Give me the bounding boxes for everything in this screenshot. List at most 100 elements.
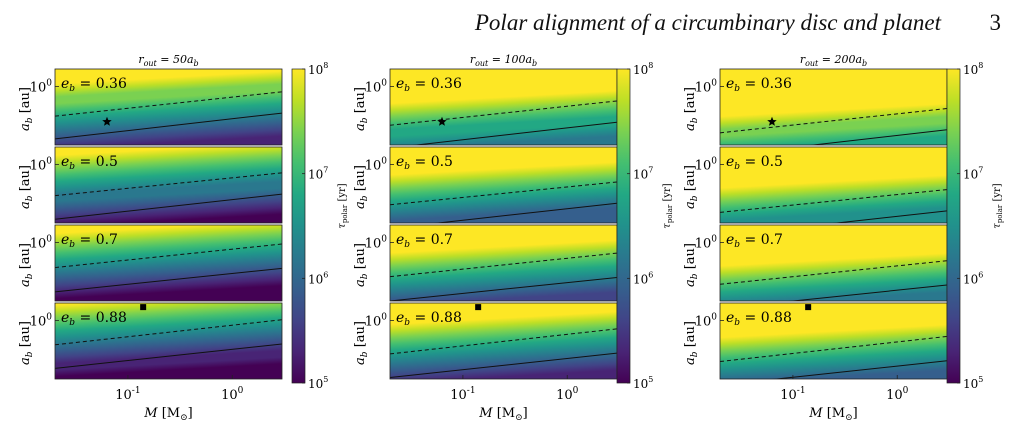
square-marker (475, 304, 482, 311)
y-axis-label: ab [au] (18, 87, 35, 131)
eccentricity-label: eb = 0.5 (396, 154, 453, 172)
heatmap-panel (390, 69, 617, 145)
y-axis-label: ab [au] (683, 165, 700, 209)
solid-contour-line (433, 202, 617, 223)
y-tick-label: 100 (695, 79, 718, 96)
solid-contour-line (390, 276, 617, 301)
solid-contour-line (55, 267, 282, 293)
dashed-contour-line (389, 100, 618, 126)
dashed-contour-line (54, 91, 283, 117)
y-axis-label: ab [au] (353, 87, 370, 131)
x-axis-label: M [M⊙] (478, 406, 527, 423)
colorbar-tick-label: 107 (633, 166, 653, 182)
dashed-contour-line (719, 189, 948, 213)
dashed-contour-line (389, 328, 618, 355)
x-axis-label: M [M⊙] (143, 406, 192, 423)
column-title: rout = 200ab (800, 53, 867, 68)
heatmap-panel (720, 69, 947, 145)
y-tick-label: 100 (365, 157, 388, 174)
colorbar-tick-label: 108 (308, 61, 328, 77)
solid-contour-line (809, 129, 947, 145)
colorbar-tick-label: 107 (308, 166, 328, 182)
y-axis-label: ab [au] (683, 243, 700, 287)
column-title: rout = 100ab (470, 53, 537, 68)
y-tick-label: 100 (30, 235, 53, 252)
star-marker (102, 116, 112, 126)
solid-contour-line (55, 343, 282, 369)
eccentricity-label: eb = 0.7 (726, 232, 783, 250)
colorbar-tick-label: 106 (633, 270, 653, 286)
x-tick-label: 100 (221, 386, 244, 403)
colorbar-label: τpolar [yr] (662, 183, 674, 229)
panel-frame (54, 146, 283, 224)
colorbar-tick-label: 108 (633, 61, 653, 77)
y-axis-label: ab [au] (18, 243, 35, 287)
x-tick-label: 100 (886, 386, 909, 403)
column-title: rout = 50ab (138, 53, 198, 68)
running-title: Polar alignment of a circumbinary disc a… (474, 10, 941, 35)
heatmap-panel (55, 147, 282, 223)
heatmap-panel (390, 147, 617, 223)
colorbar-tick-label: 105 (633, 375, 653, 391)
y-axis-label: ab [au] (18, 321, 35, 365)
colorbar (946, 68, 961, 384)
dashed-contour-line (389, 252, 618, 278)
colorbar-tick-label: 108 (963, 61, 983, 77)
dashed-contour-line (719, 108, 948, 134)
y-tick-label: 100 (695, 235, 718, 252)
x-tick-label: 100 (556, 386, 579, 403)
eccentricity-label: eb = 0.7 (396, 232, 453, 250)
heatmap-panel (720, 147, 947, 223)
eccentricity-label: eb = 0.5 (61, 154, 118, 172)
star-marker (437, 116, 447, 126)
y-tick-label: 100 (30, 157, 53, 174)
y-axis-label: ab [au] (353, 321, 370, 365)
solid-contour-line (772, 360, 947, 379)
eccentricity-label: eb = 0.36 (61, 76, 127, 94)
y-tick-label: 100 (695, 157, 718, 174)
square-marker (140, 304, 147, 311)
y-axis-label: ab [au] (18, 165, 35, 209)
colorbar-tick-label: 105 (308, 375, 328, 391)
panel-frame (54, 68, 283, 146)
y-tick-label: 100 (30, 313, 53, 330)
dashed-contour-line (719, 335, 948, 363)
eccentricity-label: eb = 0.36 (726, 76, 792, 94)
page-header: Polar alignment of a circumbinary disc a… (0, 6, 1013, 40)
eccentricity-label: eb = 0.88 (726, 310, 792, 328)
colorbar-label: τpolar [yr] (992, 183, 1004, 229)
page-number: 3 (989, 10, 1002, 35)
panel-frame (54, 302, 283, 380)
dashed-contour-line (54, 243, 283, 269)
colorbar-tick-label: 106 (963, 270, 983, 286)
y-axis-label: ab [au] (353, 243, 370, 287)
solid-contour-line (788, 284, 947, 301)
y-axis-label: ab [au] (683, 321, 700, 365)
eccentricity-label: eb = 0.5 (726, 154, 783, 172)
y-axis-label: ab [au] (353, 165, 370, 209)
dashed-contour-line (389, 181, 618, 206)
x-tick-label: 10-1 (780, 386, 805, 403)
solid-contour-line (412, 121, 617, 145)
y-tick-label: 100 (30, 79, 53, 96)
dashed-contour-line (54, 319, 283, 346)
y-tick-label: 100 (695, 313, 718, 330)
x-axis-label: M [M⊙] (808, 406, 857, 423)
panel-frame (54, 224, 283, 302)
heatmap-panel (55, 69, 282, 145)
solid-contour-line (55, 112, 282, 140)
eccentricity-label: eb = 0.88 (396, 310, 462, 328)
x-tick-label: 10-1 (450, 386, 475, 403)
solid-contour-line (832, 210, 947, 223)
star-marker (767, 116, 777, 126)
dashed-contour-line (54, 172, 283, 197)
eccentricity-label: eb = 0.88 (61, 310, 127, 328)
solid-contour-line (390, 352, 617, 378)
dashed-contour-line (719, 260, 948, 285)
eccentricity-label: eb = 0.7 (61, 232, 118, 250)
square-marker (805, 304, 812, 311)
y-tick-label: 100 (365, 79, 388, 96)
colorbar (291, 68, 306, 384)
colorbar-tick-label: 105 (963, 375, 983, 391)
